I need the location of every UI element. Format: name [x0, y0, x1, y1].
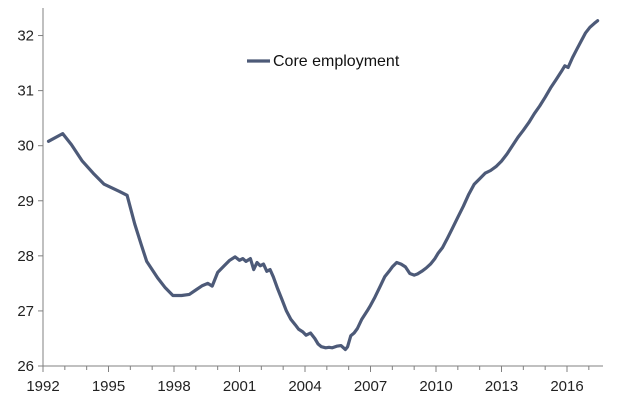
- y-tick-label: 28: [17, 248, 34, 265]
- series-layer: [46, 19, 600, 352]
- x-tick-label: 1995: [92, 378, 125, 395]
- x-tick-label: 2013: [485, 378, 518, 395]
- y-tick-label: 30: [17, 138, 34, 155]
- legend: Core employment: [247, 53, 400, 70]
- x-tick-label: 2007: [354, 378, 387, 395]
- y-tick-label: 31: [17, 83, 34, 100]
- x-tick-label: 1992: [26, 378, 59, 395]
- x-tick-label: 2010: [419, 378, 452, 395]
- y-tick-label: 32: [17, 28, 34, 45]
- legend-label: Core employment: [273, 53, 400, 70]
- series-line: [46, 19, 600, 352]
- x-tick-label: 1998: [157, 378, 190, 395]
- y-ticks: 26 27 28 29 30 31 32: [17, 28, 43, 375]
- x-tick-label: 2001: [223, 378, 256, 395]
- y-tick-label: 29: [17, 193, 34, 210]
- y-tick-label: 27: [17, 303, 34, 320]
- x-ticks: 1992 1995 1998 2001 2004 2007 2010 2013 2016: [26, 366, 590, 395]
- y-tick-label: 26: [17, 358, 34, 375]
- x-tick-label: 2016: [550, 378, 583, 395]
- x-tick-label: 2004: [288, 378, 321, 395]
